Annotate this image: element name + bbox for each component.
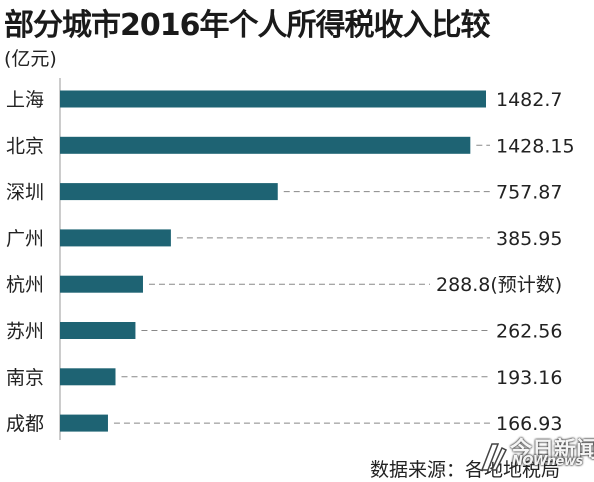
value-label: 385.95 bbox=[496, 228, 562, 250]
bar bbox=[60, 136, 471, 154]
value-label: 166.93 bbox=[496, 413, 562, 435]
category-label: 北京 bbox=[6, 135, 44, 157]
watermark-logo: 今日新闻 NOWnews bbox=[472, 432, 594, 480]
value-label: 1428.15 bbox=[496, 135, 575, 157]
category-label: 杭州 bbox=[6, 274, 44, 296]
category-label: 上海 bbox=[6, 89, 44, 111]
watermark-sub: NOWnews bbox=[512, 454, 583, 469]
category-label: 苏州 bbox=[6, 321, 44, 343]
logo-mark-icon bbox=[480, 443, 508, 471]
value-label: 262.56 bbox=[496, 321, 562, 343]
bar bbox=[60, 90, 486, 108]
bar bbox=[60, 275, 143, 293]
chart-title: 部分城市2016年个人所得税收入比较 bbox=[4, 8, 490, 43]
category-label: 成都 bbox=[6, 413, 44, 435]
watermark-name: 今日新闻 bbox=[510, 438, 594, 463]
category-label: 南京 bbox=[6, 367, 44, 389]
bar bbox=[60, 368, 116, 386]
bar bbox=[60, 229, 171, 247]
bar bbox=[60, 183, 278, 201]
value-label: 193.16 bbox=[496, 367, 562, 389]
category-label: 深圳 bbox=[6, 182, 44, 204]
value-label: 757.87 bbox=[496, 182, 562, 204]
value-label: 1482.7 bbox=[496, 89, 562, 111]
bar bbox=[60, 322, 136, 339]
value-label: 288.8(预计数) bbox=[436, 274, 562, 296]
unit-label: (亿元) bbox=[4, 48, 57, 70]
source-note: 数据来源：各地地税局 bbox=[370, 459, 561, 481]
bar bbox=[60, 414, 108, 432]
category-label: 广州 bbox=[6, 228, 44, 250]
